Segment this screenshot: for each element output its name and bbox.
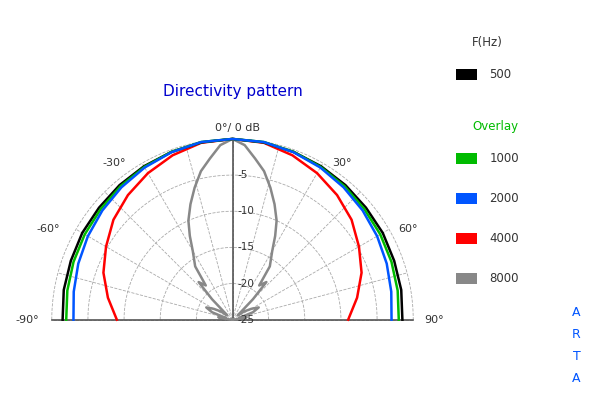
Text: 1000: 1000 — [489, 152, 519, 165]
Text: -90°: -90° — [16, 315, 39, 325]
Text: -25: -25 — [237, 315, 254, 325]
Text: R: R — [572, 328, 581, 340]
Text: -10: -10 — [237, 206, 254, 216]
Text: -15: -15 — [237, 242, 254, 252]
Text: Overlay: Overlay — [472, 120, 518, 133]
Bar — [457, 153, 477, 164]
Text: 500: 500 — [489, 68, 511, 81]
Text: A: A — [572, 306, 581, 318]
Text: 30°: 30° — [332, 158, 352, 168]
Text: 2000: 2000 — [489, 192, 519, 205]
Text: -30°: -30° — [103, 158, 126, 168]
Text: F(Hz): F(Hz) — [472, 36, 503, 49]
Text: 90°: 90° — [424, 315, 444, 325]
Bar — [457, 273, 477, 284]
Bar — [457, 193, 477, 204]
Text: T: T — [573, 350, 580, 362]
Text: 60°: 60° — [398, 224, 418, 234]
Text: Directivity pattern: Directivity pattern — [163, 84, 302, 99]
Text: -60°: -60° — [36, 224, 60, 234]
Bar — [457, 233, 477, 244]
Text: A: A — [572, 372, 581, 384]
Text: 4000: 4000 — [489, 232, 519, 245]
Text: -5: -5 — [237, 170, 247, 180]
Text: 0°/ 0 dB: 0°/ 0 dB — [215, 123, 260, 133]
Text: 8000: 8000 — [489, 272, 519, 285]
Text: -20: -20 — [237, 278, 254, 288]
Bar — [457, 69, 477, 80]
